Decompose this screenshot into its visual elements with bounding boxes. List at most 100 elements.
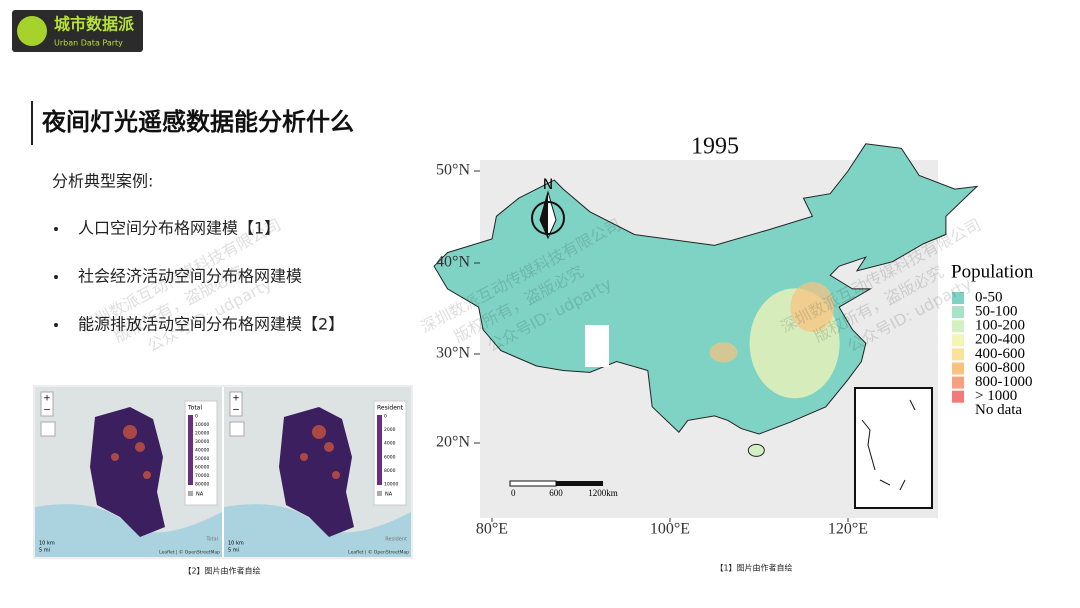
legend-swatch: [952, 306, 964, 319]
legend-tick: 2000: [384, 427, 396, 433]
logo-bg: [12, 10, 143, 52]
map-title: 1995: [691, 134, 739, 160]
x-tick-label: 120°E: [828, 521, 868, 538]
legend-tick: 40000: [195, 448, 209, 454]
intro: 分析典型案例:: [52, 172, 153, 191]
na-swatch: [188, 491, 193, 496]
hotspot: [123, 425, 137, 439]
hotspot: [332, 471, 340, 479]
legend-label: 200-400: [975, 332, 1025, 348]
legend-swatch: [952, 390, 964, 403]
scale-bar: [509, 480, 557, 487]
bullet-text: 社会经济活动空间分布格网建模: [78, 267, 302, 286]
na-label: NA: [196, 492, 204, 498]
map-panel: + − Total 0 10000 20000 30000 40000 50000 60000 70…: [35, 387, 222, 557]
hotspot: [312, 425, 326, 439]
scale-label: 5 mi: [228, 548, 239, 554]
no-data-area: [585, 325, 609, 367]
legend-label: 800-1000: [975, 374, 1033, 390]
legend-label: 100-200: [975, 318, 1025, 334]
country-shape: [433, 143, 979, 435]
caption: 【1】图片由作者自绘: [715, 563, 792, 573]
x-tick-label: 80°E: [476, 521, 508, 538]
map-panel: + − Resident 0 2000 4000 6000 8000 10000 NA 10 km5…: [224, 387, 411, 557]
legend-bar: [188, 415, 193, 485]
legend-title: Population: [951, 261, 1034, 282]
y-tick-label: 50°N: [436, 162, 470, 179]
hotspot: [143, 471, 151, 479]
north-ring: [531, 201, 565, 235]
legend-label: 400-600: [975, 346, 1025, 362]
legend-tick: 70000: [195, 473, 209, 479]
zoom-in: +: [232, 394, 240, 404]
logo-name: 城市数据派: [54, 15, 135, 34]
legend-label: 50-100: [975, 304, 1018, 320]
x-tick-label: 100°E: [650, 521, 690, 538]
legend-tick: 20000: [195, 431, 209, 437]
map-axes: 50°N 40°N 30°N 20°N 80°E 100°E 120°E: [436, 162, 868, 538]
legend-title: Total: [187, 405, 202, 412]
legend-tick: 60000: [195, 465, 209, 471]
legend-bar: [377, 415, 382, 485]
legend-swatch: [952, 292, 964, 304]
legend-tick: 8000: [384, 468, 396, 474]
island: [747, 443, 765, 457]
attribution: Leaflet | © OpenStreetMap: [348, 549, 409, 556]
density-area: [279, 407, 354, 537]
y-tick-label: 30°N: [436, 345, 470, 362]
hotspot: [111, 453, 119, 461]
zoom-control: [229, 391, 243, 417]
scale-label: 0: [511, 488, 516, 498]
legend-tick: 6000: [384, 454, 396, 460]
legend-tick: 80000: [195, 482, 209, 488]
left-figure: +− Total010000200003000040000500006000070…: [33, 385, 413, 559]
y-tick-label: 40°N: [436, 254, 470, 271]
caption: 【2】图片由作者自绘: [183, 566, 260, 576]
dense-region: [709, 342, 738, 363]
bullet-text: 能源排放活动空间分布格网建模【2】: [78, 315, 344, 334]
legend-title: Resident: [377, 405, 404, 412]
scale-label: 1200km: [588, 488, 618, 498]
legend-tick: 0: [384, 414, 387, 420]
legend-tick: 0: [195, 414, 198, 420]
bullet-dot: [54, 275, 58, 279]
zoom-control: [40, 391, 54, 417]
legend-tick: 4000: [384, 441, 396, 447]
map: N 0 600 1200km: [433, 143, 979, 509]
na-label: NA: [385, 492, 393, 498]
water: [35, 504, 222, 557]
bullet-list: 人口空间分布格网建模【1】社会经济活动空间分布格网建模能源排放活动空间分布格网建…: [54, 219, 344, 334]
legend-tick: 10000: [384, 482, 398, 488]
logo: 城市数据派 Urban Data Party: [12, 10, 143, 52]
hotspot: [135, 442, 145, 452]
scale-label: 5 mi: [39, 548, 50, 554]
legend-label: > 1000: [975, 388, 1017, 404]
y-tick-label: 20°N: [436, 434, 470, 451]
attribution: Leaflet | © OpenStreetMap: [159, 549, 220, 556]
hotspot: [300, 453, 308, 461]
scale-label: 10 km: [39, 541, 55, 547]
logo-sub: Urban Data Party: [54, 39, 123, 48]
water: [224, 504, 411, 557]
scale-bar: [556, 481, 603, 486]
zoom-out: −: [232, 406, 240, 416]
inset-frame: [854, 387, 933, 509]
legend: Population 0-5050-100100-200200-400400-60…: [951, 261, 1034, 418]
legend-tick: 10000: [195, 422, 209, 428]
bullet-text: 人口空间分布格网建模【1】: [78, 219, 280, 238]
density-area: [90, 407, 165, 537]
legend-label: 600-800: [975, 360, 1025, 376]
legend-swatch: [952, 348, 964, 361]
north-arrow-fill: [540, 192, 548, 238]
legend-label: 0-50: [975, 289, 1003, 305]
scale-label: 600: [549, 488, 563, 498]
north-label: N: [543, 177, 553, 193]
slide-title: 夜间灯光遥感数据能分析什么: [41, 108, 354, 136]
panel-tag: Resident: [385, 537, 407, 543]
legend-swatch: [952, 320, 964, 333]
inset-coast: [861, 399, 916, 491]
zoom-in: +: [43, 394, 51, 404]
legend-swatch: [952, 362, 964, 375]
